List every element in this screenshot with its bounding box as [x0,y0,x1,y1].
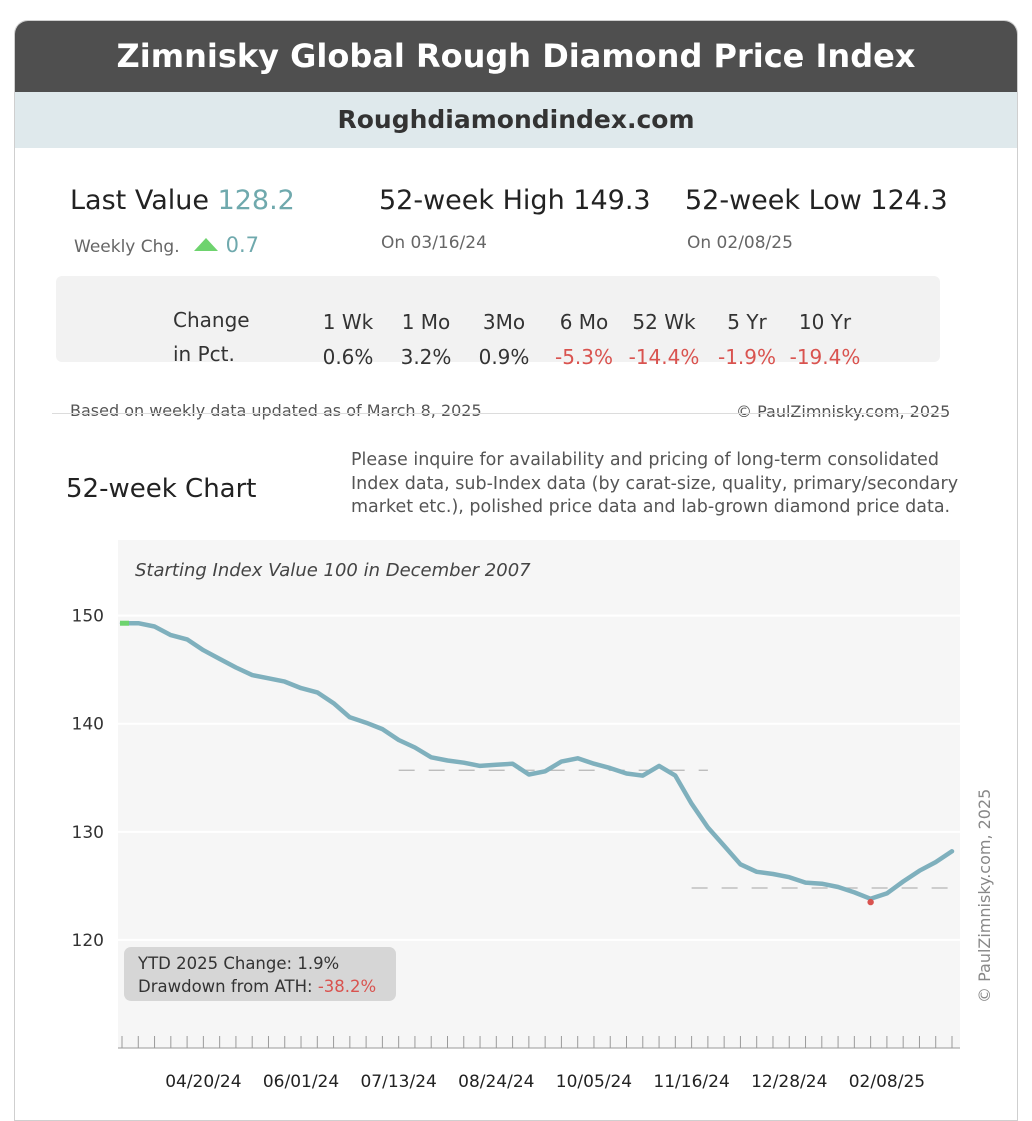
change-col-head: 10 Yr [798,310,852,334]
y-tick-label: 150 [72,607,104,627]
vertical-credit: © PaulZimnisky.com, 2025 [975,788,994,1003]
change-col-value: 0.9% [478,345,530,369]
change-col-head: 6 Mo [559,310,609,334]
change-col-value: 0.6% [322,345,374,369]
x-tick-label: 08/24/24 [458,1072,534,1092]
x-tick-label: 02/08/25 [849,1072,925,1092]
x-ticks: 04/20/24 06/01/24 07/13/24 08/24/24 10/05/24… [118,1036,960,1092]
grid-lines: 120 130 140 150 [72,607,960,951]
x-tick-label: 10/05/24 [556,1072,632,1092]
chart-heading: 52-week Chart [66,474,257,504]
low-value: 124.3 [870,185,948,216]
change-col-head: 3Mo [482,310,526,334]
drawdown-value: -38.2% [317,977,377,996]
high-date: On 03/16/24 [381,233,487,253]
change-col-head: 1 Wk [322,310,374,334]
copyright-note: © PaulZimnisky.com, 2025 [736,402,951,421]
x-tick-label: 04/20/24 [165,1072,241,1092]
weekly-change: Weekly Chg. 0.7 [74,233,259,257]
page-title: Zimnisky Global Rough Diamond Price Inde… [15,21,1017,92]
drawdown: Drawdown from ATH: -38.2% [138,975,396,998]
last-value-stat: Last Value 128.2 [70,185,295,216]
low-stat: 52-week Low 124.3 [685,185,948,216]
change-col-head: 5 Yr [727,310,767,334]
x-tick-label: 12/28/24 [751,1072,827,1092]
change-table [56,276,940,362]
high-stat: 52-week High 149.3 [379,185,651,216]
low-label: 52-week Low [685,185,862,216]
x-tick-label: 11/16/24 [653,1072,729,1092]
high-value: 149.3 [573,185,651,216]
change-col-value: 3.2% [400,345,452,369]
high-label: 52-week High [379,185,565,216]
last-value: 128.2 [217,185,295,216]
price-line [119,620,955,902]
low-date: On 02/08/25 [687,233,793,253]
x-tick-label: 07/13/24 [360,1072,436,1092]
change-col-value: -19.4% [789,345,861,369]
weekly-chg-label: Weekly Chg. [74,237,180,257]
y-tick-label: 130 [72,823,104,843]
site-name[interactable]: Roughdiamondindex.com [15,92,1017,148]
change-col-value: -14.4% [628,345,700,369]
change-col-value: -1.9% [717,345,777,369]
up-arrow-icon [193,238,218,251]
change-col-head: 1 Mo [401,310,451,334]
series-layer [119,620,955,906]
change-label-line2: in Pct. [173,342,235,366]
change-label-line1: Change [173,308,250,332]
summary-box: YTD 2025 Change: 1.9% Drawdown from ATH:… [124,947,396,1001]
data-update-note: Based on weekly data updated as of March… [70,401,482,420]
inquire-note: Please inquire for availability and pric… [351,450,959,517]
ytd-change: YTD 2025 Change: 1.9% [138,954,340,973]
reference-lines [398,769,952,889]
weekly-chg-value: 0.7 [225,233,260,257]
low-point-marker [867,898,874,906]
last-value-label: Last Value [70,185,209,216]
divider [52,413,946,414]
chart-annotation: Starting Index Value 100 in December 200… [135,560,531,581]
y-tick-label: 120 [72,931,104,951]
change-col-head: 52 Wk [632,310,696,334]
x-tick-label: 06/01/24 [263,1072,339,1092]
drawdown-label: Drawdown from ATH: [138,977,313,996]
y-tick-label: 140 [72,715,104,735]
change-col-value: -5.3% [554,345,614,369]
